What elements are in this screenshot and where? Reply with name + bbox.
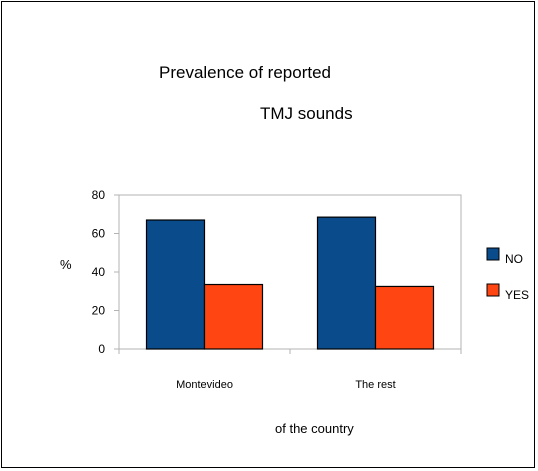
- legend-label-yes: YES: [505, 288, 529, 302]
- legend-swatch-yes: [486, 283, 500, 297]
- x-axis-label: of the country: [275, 421, 354, 436]
- x-category-label: Montevideo: [176, 379, 233, 391]
- y-tick-label: 40: [92, 265, 106, 279]
- bar-yes-montevideo: [203, 283, 264, 350]
- bar-yes-the-rest: [374, 285, 435, 350]
- bar-no-montevideo: [145, 219, 206, 350]
- y-axis-label: %: [60, 257, 72, 272]
- legend-swatch-no: [486, 247, 500, 261]
- bar-no-the-rest: [316, 216, 377, 350]
- chart-title-line-2: TMJ sounds: [260, 104, 353, 123]
- legend-label-no: NO: [505, 252, 523, 266]
- y-tick-label: 80: [92, 188, 106, 202]
- y-tick-label: 60: [92, 227, 106, 241]
- y-tick-label: 20: [92, 304, 106, 318]
- y-tick-label: 0: [98, 342, 105, 356]
- x-category-label: The rest: [355, 379, 395, 391]
- chart-title-line-1: Prevalence of reported: [159, 63, 331, 82]
